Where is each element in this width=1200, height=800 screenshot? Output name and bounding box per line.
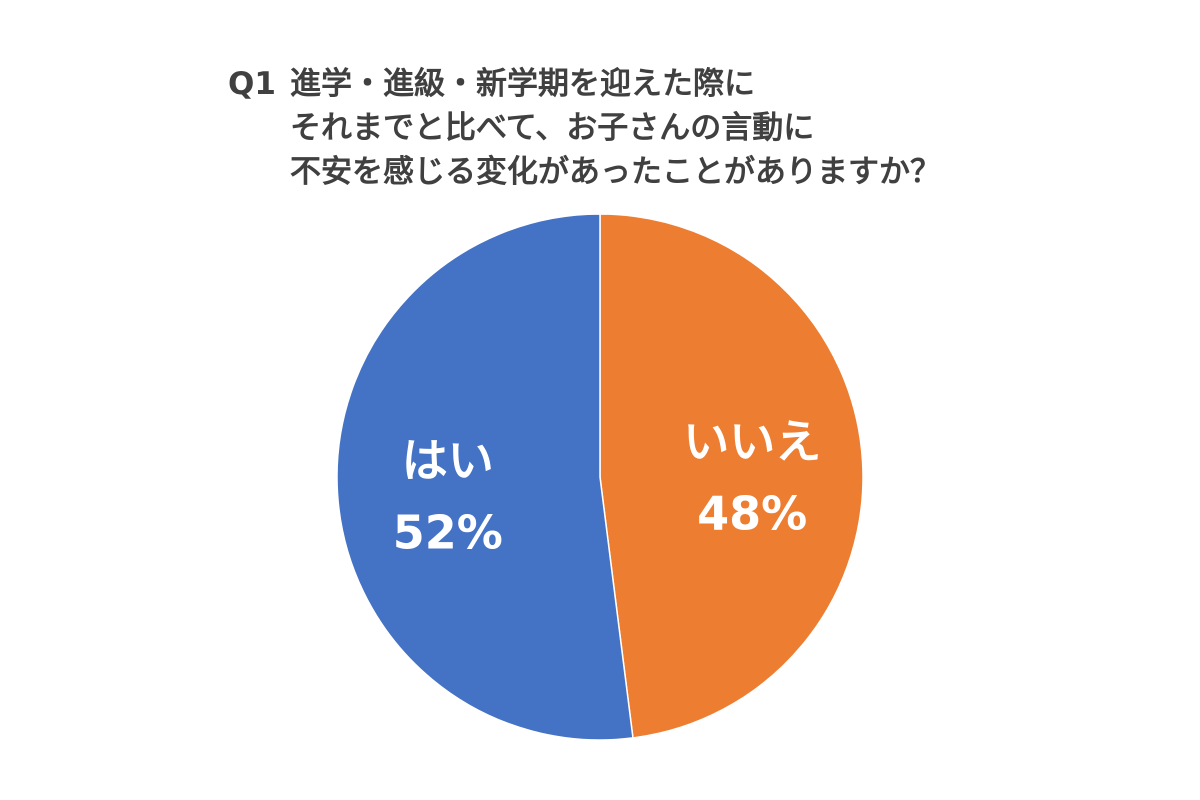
question-number: Q1 bbox=[228, 66, 276, 102]
slice-label-no: いいえ bbox=[683, 414, 821, 468]
question-line-1: Q1 進学・進級・新学期を迎えた際に bbox=[228, 62, 941, 106]
question-title: Q1 進学・進級・新学期を迎えた際に それまでと比べて、お子さんの言動に 不安を感… bbox=[228, 62, 941, 194]
slice-value-yes: 52% bbox=[393, 506, 503, 560]
question-line-2: それまでと比べて、お子さんの言動に bbox=[290, 110, 815, 146]
pie-slice-yes bbox=[336, 213, 634, 741]
slice-label-yes: はい bbox=[402, 434, 494, 488]
pie-slice-no bbox=[599, 213, 864, 739]
question-line-3: 不安を感じる変化があったことがありますか？ bbox=[290, 154, 941, 190]
question-text-1: 進学・進級・新学期を迎えた際に bbox=[290, 66, 755, 102]
slice-value-no: 48% bbox=[697, 486, 807, 540]
